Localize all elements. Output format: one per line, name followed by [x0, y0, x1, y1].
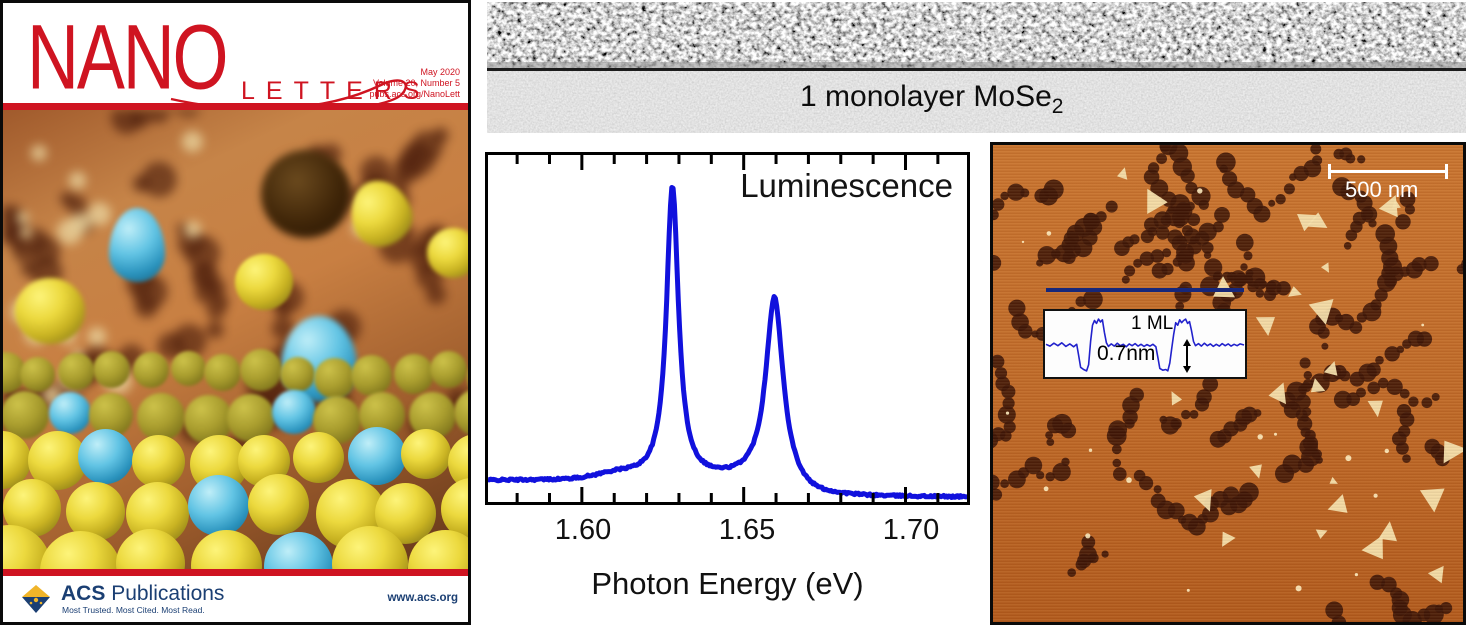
issue-date: May 2020 — [420, 67, 460, 77]
lattice-sphere-yellow — [293, 432, 344, 483]
step-height-label: 0.7nm — [1097, 342, 1156, 365]
lattice-sphere-yellow — [227, 394, 275, 442]
double-arrow-icon — [1183, 339, 1191, 373]
chart-annotation: Luminescence — [740, 167, 953, 204]
cover-footer: ACS Publications Most Trusted. Most Cite… — [3, 576, 468, 622]
tem-image-panel: 1 monolayer MoSe2 — [487, 2, 1466, 133]
yellow-sphere — [427, 228, 468, 278]
lattice-sphere-blue — [49, 392, 91, 434]
yellow-sphere — [235, 254, 293, 310]
acs-text: ACS — [61, 582, 106, 605]
journal-cover: NANO LETTERS May 2020 Volume 20, Number … — [0, 0, 471, 625]
lattice-sphere-yellow — [93, 351, 130, 388]
acs-website: www.acs.org — [387, 592, 458, 604]
lattice-sphere-yellow — [248, 474, 309, 535]
acs-publications-wordmark: ACS Publications — [61, 582, 224, 606]
scale-bar-label: 500 nm — [1345, 177, 1419, 202]
issue-info: May 2020 Volume 20, Number 5 pubs.acs.or… — [369, 67, 460, 100]
tem-micrograph — [487, 2, 1466, 133]
lattice-sphere-yellow — [137, 393, 185, 441]
acs-publications-logo-icon — [22, 585, 50, 613]
lattice-sphere-yellow — [133, 352, 169, 388]
lattice-sphere-yellow — [132, 435, 185, 488]
lattice-sphere-yellow — [401, 429, 451, 479]
afm-topography — [993, 145, 1463, 622]
scale-bar-endcap — [1445, 164, 1448, 179]
journal-title-nano: NANO — [27, 5, 229, 109]
blue-droplet — [109, 208, 165, 282]
cover-artwork — [3, 110, 468, 569]
scale-bar-endcap — [1328, 164, 1331, 179]
x-tick-label: 1.70 — [882, 514, 940, 546]
lattice-sphere-blue — [348, 427, 406, 485]
tem-label-subscript: 2 — [1051, 95, 1064, 118]
spectrum-curve — [486, 155, 969, 502]
lattice-sphere-blue — [264, 532, 333, 569]
lattice-sphere-yellow — [204, 354, 241, 391]
height-profile-line — [1046, 288, 1244, 292]
lattice-sphere-yellow — [3, 352, 26, 393]
dark-sphere — [261, 150, 351, 238]
x-tick-label: 1.65 — [718, 514, 776, 546]
height-profile-inset: 1 ML 0.7nm — [1043, 309, 1247, 379]
luminescence-chart: Luminescence 1.60 1.65 1.70 Photon Energ… — [485, 152, 970, 625]
scale-bar — [1328, 164, 1448, 179]
lattice-sphere-blue — [188, 475, 249, 536]
lattice-sphere-yellow — [171, 351, 206, 386]
lattice-sphere-yellow — [448, 434, 468, 491]
afm-image-panel: 500 nm 1 ML 0.7nm — [990, 142, 1466, 625]
monolayer-label: 1 ML — [1131, 313, 1174, 334]
acs-tagline: Most Trusted. Most Cited. Most Read. — [62, 605, 205, 615]
lattice-sphere-yellow — [280, 357, 315, 392]
x-tick-label: 1.60 — [554, 514, 612, 546]
plot-area: Luminescence — [485, 152, 970, 505]
footer-rule — [3, 569, 468, 576]
lattice-sphere-yellow — [240, 349, 282, 391]
cover-masthead: NANO LETTERS May 2020 Volume 20, Number … — [3, 3, 468, 113]
lattice-sphere-yellow — [20, 357, 55, 392]
lattice-sphere-yellow — [351, 355, 392, 396]
lattice-sphere-yellow — [430, 351, 467, 388]
lattice-sphere-yellow — [58, 353, 95, 390]
lattice-sphere-yellow — [394, 354, 434, 394]
lattice-sphere-blue — [78, 429, 133, 484]
lattice-sphere-yellow — [3, 391, 49, 439]
publications-text: Publications — [111, 582, 225, 605]
issue-url: pubs.acs.org/NanoLett — [369, 89, 460, 99]
height-profile-trace — [1045, 318, 1245, 372]
x-axis-title: Photon Energy (eV) — [591, 566, 864, 601]
atomic-lattice — [3, 110, 468, 569]
lattice-sphere-yellow — [314, 358, 355, 399]
masthead-rule — [3, 103, 468, 110]
issue-volume: Volume 20, Number 5 — [372, 78, 460, 88]
yellow-sphere — [15, 278, 85, 344]
lattice-sphere-blue — [272, 390, 316, 434]
lattice-sphere-yellow — [454, 389, 468, 436]
tem-label-text: 1 monolayer MoSe — [800, 80, 1052, 113]
tem-label: 1 monolayer MoSe2 — [800, 80, 1063, 119]
lattice-sphere-yellow — [467, 357, 468, 398]
lattice-sphere-yellow — [191, 530, 262, 569]
